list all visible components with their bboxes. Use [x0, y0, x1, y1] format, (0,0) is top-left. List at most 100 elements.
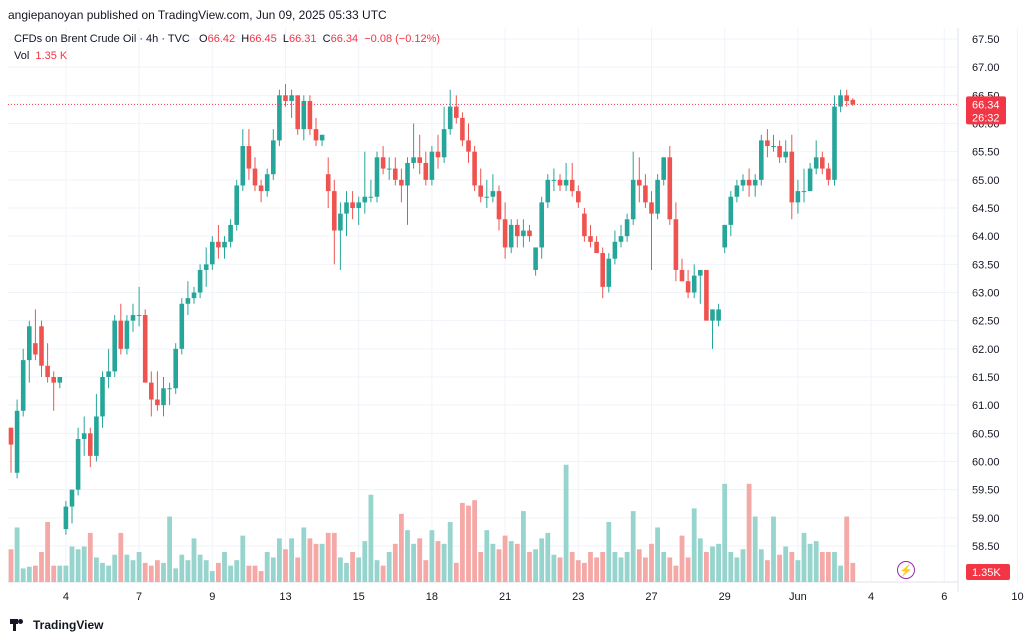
- price-tick-label: 65.00: [972, 175, 1000, 187]
- volume-bar: [405, 530, 410, 582]
- candle-body: [728, 196, 734, 225]
- candle-body: [356, 202, 361, 208]
- candle-body: [277, 95, 282, 141]
- time-tick-label: 21: [499, 591, 511, 603]
- candle-body: [649, 202, 654, 214]
- candle-body: [81, 433, 87, 439]
- volume-bar: [795, 560, 801, 582]
- candle-body: [569, 179, 575, 192]
- volume-bar: [301, 527, 307, 582]
- candle-body: [667, 157, 673, 220]
- candle-body: [203, 264, 209, 270]
- candle-body: [106, 371, 111, 377]
- volume-bar: [728, 552, 734, 582]
- candle-body: [527, 230, 532, 237]
- volume-bar: [197, 554, 203, 582]
- candle-body: [685, 281, 691, 293]
- candle-body: [14, 410, 20, 473]
- price-tick-label: 59.50: [972, 485, 1000, 497]
- volume-bar: [179, 554, 185, 582]
- volume-bar: [533, 549, 538, 582]
- candle-body: [88, 433, 93, 456]
- candle-body: [393, 168, 398, 180]
- volume-badge: [966, 564, 1010, 580]
- candle-body: [264, 174, 270, 192]
- price-tick-label: 67.00: [972, 62, 1000, 74]
- candle-body: [295, 95, 300, 130]
- volume-bar: [386, 552, 392, 582]
- volume-bar: [362, 541, 368, 582]
- volume-bar: [594, 557, 599, 582]
- volume-bar: [545, 532, 551, 582]
- volume-bar: [75, 549, 81, 582]
- candle-body: [630, 179, 636, 220]
- volume-bar: [216, 562, 221, 582]
- volume-bar: [832, 552, 837, 582]
- volume-bar: [453, 562, 459, 582]
- low-label: L: [282, 33, 289, 45]
- volume-bar: [356, 557, 362, 582]
- candle-body: [447, 106, 453, 130]
- candle-body: [118, 320, 124, 349]
- volume-bar: [441, 543, 447, 582]
- volume-bar: [704, 552, 709, 582]
- volume-bar: [472, 500, 477, 582]
- tradingview-footer: TradingView: [10, 618, 103, 632]
- volume-bar: [819, 552, 825, 582]
- time-tick-label: Jun: [789, 591, 807, 603]
- volume-bar: [313, 543, 319, 582]
- volume-bar: [246, 565, 252, 582]
- volume-bar: [490, 543, 496, 582]
- volume-bar: [575, 560, 581, 582]
- candle-body: [155, 399, 160, 406]
- time-tick-label: 6: [941, 591, 947, 603]
- volume-bar: [612, 552, 618, 582]
- volume-bar: [344, 562, 349, 582]
- ohlc-legend: CFDs on Brent Crude Oil · 4h · TVC O66.4…: [14, 33, 440, 45]
- candle-body: [734, 185, 740, 197]
- candle-series: [8, 84, 856, 535]
- volume-bar: [685, 557, 691, 582]
- volume-bar: [813, 541, 819, 582]
- candle-body: [45, 365, 50, 377]
- volume-bar: [655, 527, 660, 582]
- candle-body: [594, 241, 599, 254]
- candle-body: [612, 241, 618, 259]
- candle-body: [405, 162, 410, 186]
- volume-bar: [734, 557, 740, 582]
- candle-body: [289, 95, 294, 101]
- volume-bar: [325, 532, 331, 582]
- volume-bar: [667, 557, 673, 582]
- candle-body: [325, 174, 331, 192]
- volume-bar: [606, 522, 612, 582]
- candle-body: [386, 168, 392, 170]
- candle-body: [149, 382, 154, 400]
- candle-body: [844, 95, 849, 101]
- volume-bar: [57, 565, 63, 582]
- volume-bar: [8, 549, 14, 582]
- volume-bar: [582, 562, 587, 582]
- high-label: H: [241, 33, 250, 45]
- volume-bar: [209, 571, 215, 582]
- candle-body: [94, 416, 99, 456]
- volume-bar: [539, 538, 545, 582]
- volume-bar: [478, 552, 484, 582]
- candle-body: [789, 151, 795, 203]
- time-tick-label: 23: [572, 591, 584, 603]
- candle-body: [801, 191, 807, 193]
- candle-body: [51, 377, 56, 383]
- volume-bar: [411, 543, 416, 582]
- time-tick-label: 4: [868, 591, 874, 603]
- symbol-label[interactable]: CFDs on Brent Crude Oil · 4h · TVC: [14, 33, 190, 45]
- volume-bar: [630, 511, 636, 582]
- volume-bar: [807, 543, 813, 582]
- candle-body: [539, 202, 544, 248]
- price-tick-label: 67.50: [972, 34, 1000, 46]
- candle-body: [759, 140, 764, 180]
- candle-body: [313, 129, 319, 141]
- volume-bar: [118, 532, 124, 582]
- candle-body: [75, 438, 81, 490]
- lightning-icon[interactable]: ⚡: [897, 561, 915, 579]
- candle-body: [813, 157, 819, 169]
